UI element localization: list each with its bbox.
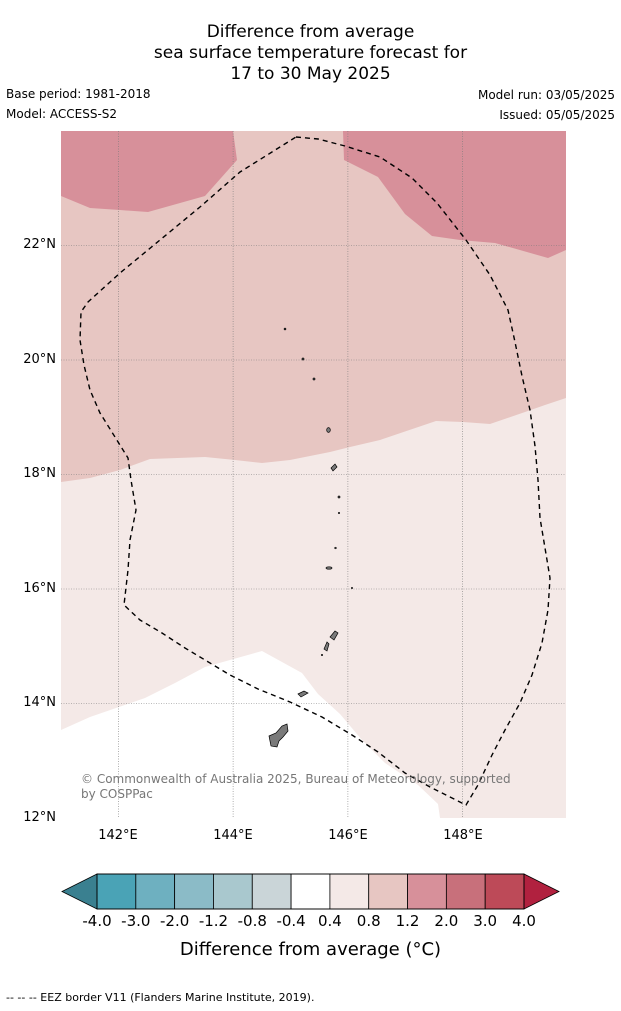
- copyright-notice: © Commonwealth of Australia 2025, Bureau…: [81, 772, 511, 801]
- base-period-label: Base period: 1981-2018: [6, 87, 151, 101]
- eez-border: [79, 136, 551, 806]
- colorbar-cell: [174, 873, 214, 910]
- colorbar-cell: [251, 873, 292, 910]
- lon-label-148: 148°E: [443, 828, 483, 843]
- lat-label-12: 12°N: [23, 810, 56, 825]
- island: [325, 566, 333, 570]
- anomaly-zone-1.2-2.0-northwest: [61, 131, 237, 212]
- colorbar-cells: [96, 873, 525, 910]
- colorbar-cell: [213, 873, 253, 910]
- colorbar-over-triangle: [523, 873, 560, 910]
- anomaly-zone-neutral-small: [312, 809, 336, 818]
- colorbar-tick-label: 1.2: [395, 912, 420, 930]
- colorbar-tick-label: -4.0: [82, 912, 112, 930]
- island: [337, 495, 341, 499]
- graticule: [61, 131, 566, 818]
- eez-legend-note: -- -- -- EEZ border V11 (Flanders Marine…: [6, 991, 315, 1004]
- lat-label-18: 18°N: [23, 466, 56, 481]
- island: [312, 377, 316, 381]
- colorbar-cell: [445, 873, 486, 910]
- colorbar-tick-label: -3.0: [121, 912, 151, 930]
- island: [301, 357, 305, 361]
- island: [320, 653, 324, 657]
- issued-label: Issued: 05/05/2025: [499, 108, 615, 122]
- colorbar-tick-label: 0.4: [317, 912, 342, 930]
- map-panel: [61, 131, 566, 818]
- anomaly-zone-1.2-2.0-northeast: [343, 131, 566, 258]
- colorbar: [61, 873, 560, 910]
- island-rota: [323, 641, 330, 652]
- lon-label-144: 144°E: [213, 828, 253, 843]
- colorbar-cell: [290, 873, 331, 910]
- colorbar-under-triangle: [61, 873, 98, 910]
- island: [330, 463, 338, 472]
- island: [351, 587, 353, 589]
- colorbar-cell: [484, 873, 525, 910]
- colorbar-cell: [368, 873, 408, 910]
- colorbar-cell: [407, 873, 447, 910]
- colorbar-cell: [135, 873, 176, 910]
- colorbar-cell: [96, 873, 137, 910]
- island-guam: [268, 723, 289, 748]
- island: [334, 546, 337, 550]
- colorbar-frame: [96, 873, 525, 910]
- lat-label-14: 14°N: [23, 695, 56, 710]
- colorbar-tick-label: -0.8: [237, 912, 267, 930]
- lat-label-22: 22°N: [23, 237, 56, 252]
- model-run-label: Model run: 03/05/2025: [477, 88, 615, 102]
- lon-label-146: 146°E: [328, 828, 368, 843]
- island-tinian: [329, 630, 339, 641]
- title-line-3: 17 to 30 May 2025: [230, 64, 391, 84]
- colorbar-tick-label: 2.0: [434, 912, 459, 930]
- colorbar-tick-label: -1.2: [198, 912, 229, 930]
- island: [337, 511, 341, 515]
- colorbar-tick-label: 3.0: [473, 912, 498, 930]
- anomaly-zone-neutral: [61, 651, 440, 818]
- island: [297, 690, 309, 698]
- colorbar-cell: [329, 873, 370, 910]
- colorbar-title: Difference from average (°C): [179, 939, 442, 960]
- lon-label-142: 142°E: [98, 828, 138, 843]
- lat-label-16: 16°N: [23, 581, 56, 596]
- lat-label-20: 20°N: [23, 352, 56, 367]
- island: [283, 327, 287, 331]
- model-label: Model: ACCESS-S2: [6, 107, 118, 121]
- islands: [268, 327, 353, 748]
- colorbar-tick-label: 4.0: [512, 912, 536, 930]
- title-line-2: sea surface temperature forecast for: [153, 43, 468, 63]
- island: [326, 427, 331, 433]
- colorbar-tick-label: 0.8: [356, 912, 381, 930]
- colorbar-tick-label: -2.0: [159, 912, 190, 930]
- title-line-1: Difference from average: [206, 22, 415, 42]
- chart-title: Difference from average sea surface temp…: [0, 22, 621, 85]
- colorbar-tick-label: -0.4: [276, 912, 306, 930]
